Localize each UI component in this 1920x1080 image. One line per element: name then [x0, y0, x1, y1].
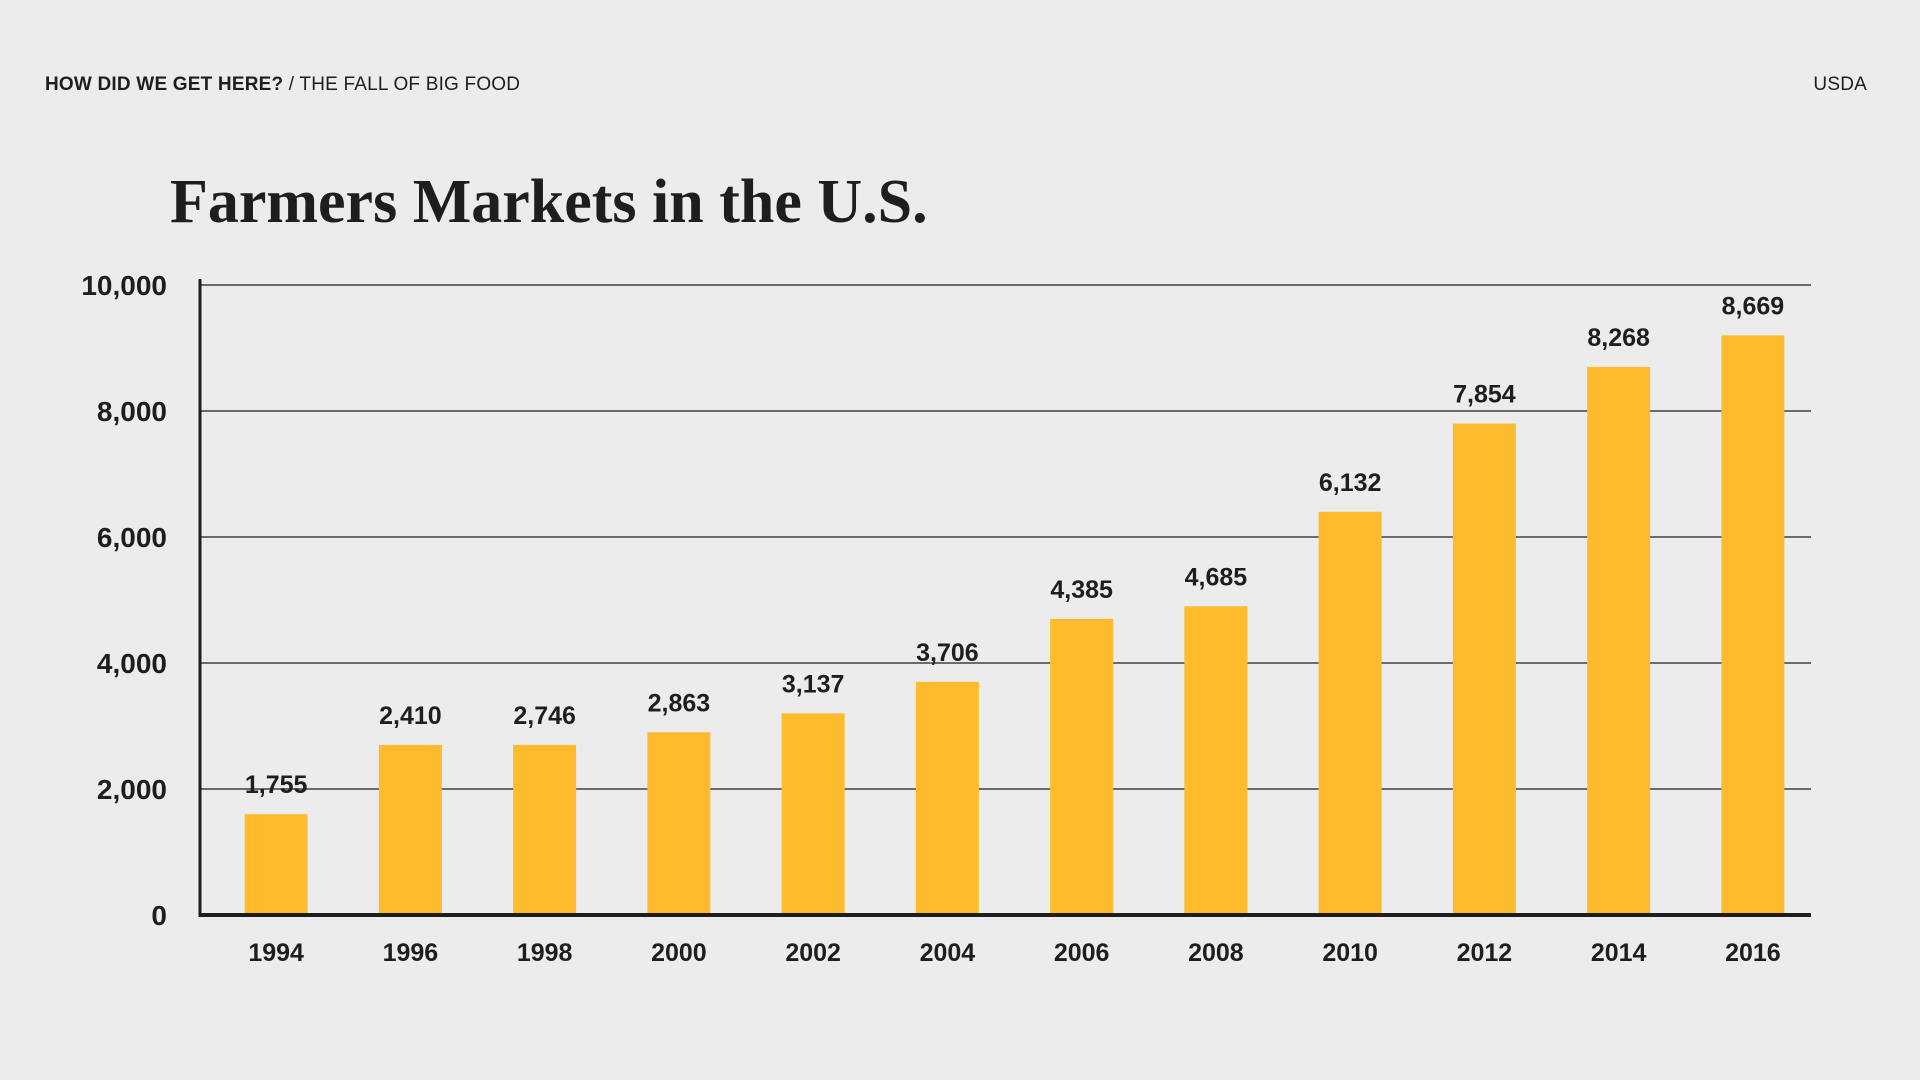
bar-1994: [244, 814, 308, 915]
data-label-2014: 8,268: [1587, 324, 1650, 352]
data-label-1996: 2,410: [379, 702, 442, 730]
data-label-2006: 4,385: [1050, 576, 1113, 604]
data-label-2004: 3,706: [916, 639, 979, 667]
y-tick-label: 6,000: [97, 522, 167, 553]
data-label-2000: 2,863: [648, 689, 711, 717]
y-tick-labels: 0 2,000 4,000 6,000 8,000 10,000: [81, 270, 167, 931]
bar-2014: [1587, 366, 1651, 915]
y-tick-label: 0: [151, 900, 167, 931]
x-tick-labels: 1994 1996 1998 2000 2002 2004 2006 2008 2010 2012…: [248, 939, 1780, 967]
chart-title: Farmers Markets in the U.S.: [170, 168, 928, 236]
data-label-1998: 2,746: [513, 702, 576, 730]
bar-2000: [647, 732, 711, 915]
x-tick-label: 2006: [1054, 939, 1110, 967]
bar-1996: [378, 744, 442, 915]
gridlines: [200, 284, 1811, 790]
x-tick-label: 1994: [248, 939, 304, 967]
x-tick-label: 2000: [651, 939, 707, 967]
breadcrumb: HOW DID WE GET HERE? / THE FALL OF BIG F…: [45, 74, 520, 96]
y-tick-label: 8,000: [97, 396, 167, 427]
bar-2006: [1050, 618, 1114, 915]
breadcrumb-section: HOW DID WE GET HERE?: [45, 74, 284, 95]
bar-2016: [1721, 335, 1785, 915]
breadcrumb-separator: /: [283, 74, 300, 95]
data-label-2012: 7,854: [1453, 381, 1516, 409]
axes: [198, 279, 1811, 917]
data-label-1994: 1,755: [245, 771, 308, 799]
y-tick-label: 10,000: [81, 270, 167, 301]
bar-2002: [781, 713, 845, 915]
bar-2008: [1184, 606, 1248, 915]
y-tick-label: 2,000: [97, 774, 167, 805]
data-label-2008: 4,685: [1185, 563, 1248, 591]
x-tick-label: 2016: [1725, 939, 1781, 967]
bar-1998: [513, 744, 577, 915]
breadcrumb-subtitle: THE FALL OF BIG FOOD: [299, 74, 521, 95]
x-tick-label: 2004: [920, 939, 976, 967]
bar-2012: [1452, 423, 1516, 915]
bars: [244, 335, 1785, 915]
data-label-2010: 6,132: [1319, 469, 1382, 497]
bar-2010: [1318, 511, 1382, 915]
source-label: USDA: [1813, 74, 1867, 95]
y-tick-label: 4,000: [97, 648, 167, 679]
page-header: HOW DID WE GET HERE? / THE FALL OF BIG F…: [45, 74, 1867, 98]
x-tick-label: 2012: [1457, 939, 1513, 967]
x-tick-label: 2010: [1322, 939, 1378, 967]
bar-2004: [915, 681, 979, 915]
data-labels: 1,755 2,410 2,746 2,863 3,137 3,706 4,385 4,685…: [245, 292, 1784, 799]
data-label-2002: 3,137: [782, 670, 845, 698]
x-tick-label: 1996: [383, 939, 439, 967]
data-label-2016: 8,669: [1722, 292, 1785, 320]
x-tick-label: 1998: [517, 939, 573, 967]
x-tick-label: 2014: [1591, 939, 1647, 967]
x-tick-label: 2008: [1188, 939, 1244, 967]
x-tick-label: 2002: [785, 939, 841, 967]
